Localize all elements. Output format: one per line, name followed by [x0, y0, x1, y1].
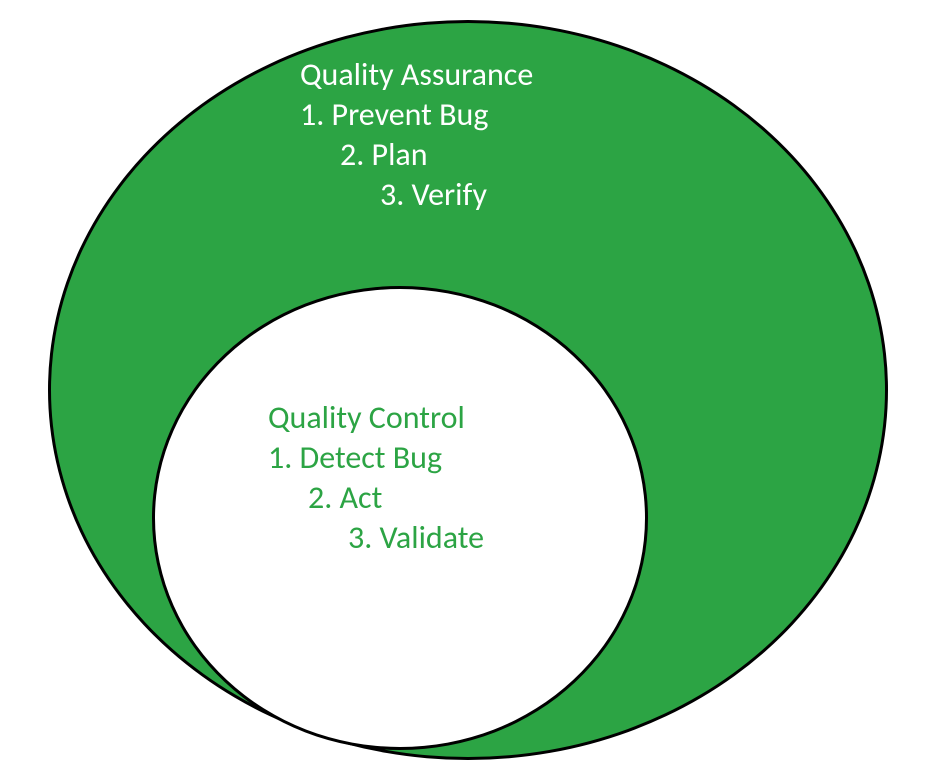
qa-item-1: 1. Prevent Bug	[300, 95, 533, 135]
qc-item-2: 2. Act	[268, 478, 484, 518]
qc-title: Quality Control	[268, 398, 484, 438]
qa-item-2: 2. Plan	[300, 135, 533, 175]
qc-item-1: 1. Detect Bug	[268, 438, 484, 478]
qc-item-3: 3. Validate	[268, 518, 484, 558]
qa-item-3: 3. Verify	[300, 175, 533, 215]
qa-title: Quality Assurance	[300, 55, 533, 95]
diagram-stage: Quality Assurance 1. Prevent Bug 2. Plan…	[0, 0, 927, 782]
qc-label-block: Quality Control 1. Detect Bug 2. Act 3. …	[268, 398, 484, 558]
qa-label-block: Quality Assurance 1. Prevent Bug 2. Plan…	[300, 55, 533, 215]
